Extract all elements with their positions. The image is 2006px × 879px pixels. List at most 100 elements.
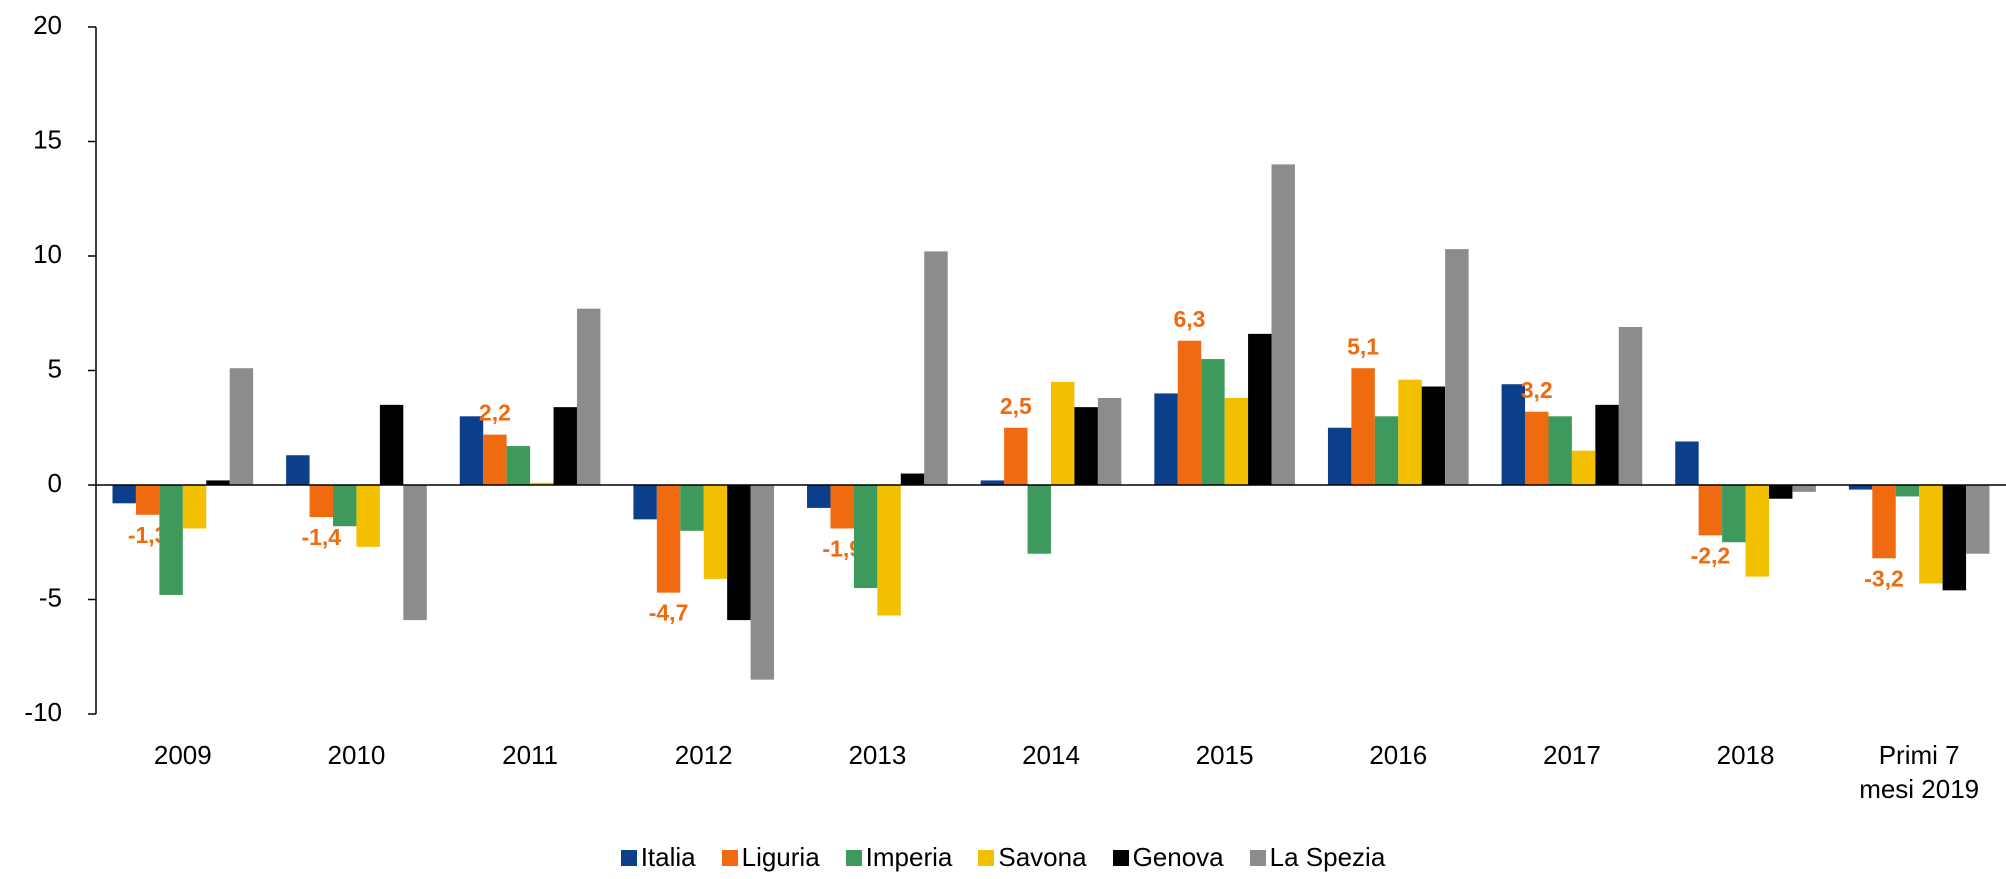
x-tick-label: 2016: [1369, 740, 1428, 770]
bar: [703, 485, 728, 579]
bar: [807, 485, 831, 508]
bar: [1595, 404, 1619, 485]
bar: [1675, 441, 1699, 485]
bar: [309, 485, 334, 518]
bar: [553, 407, 577, 485]
bar: [900, 473, 925, 485]
bar: [1271, 164, 1295, 485]
x-tick-label: 2015: [1195, 740, 1254, 770]
legend-item: Genova: [1112, 842, 1224, 873]
bar: [1792, 485, 1816, 492]
bar: [530, 482, 554, 485]
legend-item: Savona: [978, 842, 1087, 873]
bar: [1618, 326, 1643, 485]
value-label: -3,2: [1864, 565, 1904, 591]
x-tick-label: 2013: [848, 740, 907, 770]
bar: [1722, 485, 1746, 543]
bar: [1768, 485, 1793, 499]
bar: [1097, 397, 1122, 485]
bar: [1445, 249, 1469, 485]
bar: [506, 446, 531, 485]
bar: [229, 368, 254, 485]
bar: [1177, 340, 1202, 485]
bar: [750, 485, 775, 680]
legend-item: Liguria: [721, 842, 820, 873]
y-tick-label: 15: [33, 124, 62, 154]
bar: [1966, 485, 1990, 554]
value-label: 2,5: [1000, 393, 1032, 419]
bar: [1154, 393, 1178, 485]
bar: [1848, 485, 1873, 490]
legend-swatch: [721, 849, 738, 866]
x-tick-label: 2010: [327, 740, 386, 770]
bar: [1942, 485, 1967, 591]
bar: [830, 485, 854, 529]
bar: [1745, 485, 1769, 577]
bar: [727, 485, 751, 621]
bar: [459, 416, 484, 485]
bar: [1421, 386, 1446, 485]
legend-item: Italia: [620, 842, 696, 873]
bar: [576, 308, 601, 485]
bar: [1501, 384, 1526, 485]
bar: [680, 485, 704, 531]
bar: [656, 485, 681, 593]
y-tick-label: 0: [48, 468, 62, 498]
bar: [1027, 485, 1051, 554]
value-label: 5,1: [1347, 333, 1379, 359]
bar: [1051, 381, 1075, 485]
bar: [206, 480, 230, 485]
y-tick-label: -10: [24, 697, 62, 727]
bar: [1698, 485, 1723, 536]
bar: [1074, 407, 1098, 485]
value-label: 6,3: [1173, 306, 1205, 332]
bar: [924, 251, 948, 485]
x-tick-label: 2009: [153, 740, 212, 770]
legend-swatch: [1112, 849, 1129, 866]
bar: [877, 485, 901, 616]
bar: [356, 485, 380, 547]
legend-label: Savona: [998, 842, 1087, 872]
legend-label: Genova: [1132, 842, 1224, 872]
x-tick-label: 2017: [1542, 740, 1601, 770]
bar: [1351, 368, 1375, 485]
bar: [379, 404, 404, 485]
legend-label: Italia: [640, 842, 696, 872]
legend-label: La Spezia: [1269, 842, 1386, 872]
bar: [980, 480, 1005, 485]
bar: [1374, 416, 1399, 485]
bar: [333, 485, 357, 527]
bar: [135, 485, 160, 515]
value-label: -1,4: [301, 524, 341, 550]
bar: [159, 485, 183, 595]
y-tick-label: 10: [33, 239, 62, 269]
bar: [1525, 411, 1549, 485]
legend-swatch: [1249, 849, 1266, 866]
value-label: 3,2: [1521, 377, 1553, 403]
bar: [1248, 333, 1272, 485]
bar: [1004, 427, 1028, 485]
legend-item: Imperia: [845, 842, 953, 873]
value-label: 2,2: [479, 400, 511, 426]
value-label: -4,7: [649, 600, 689, 626]
bar: [483, 434, 507, 485]
bar: [286, 455, 310, 485]
legend-label: Liguria: [741, 842, 820, 872]
legend-label: Imperia: [865, 842, 953, 872]
bar: [633, 485, 657, 520]
bar: [1895, 485, 1920, 497]
bar: [1327, 427, 1352, 485]
bar: [1224, 397, 1249, 485]
legend-swatch: [845, 849, 862, 866]
x-tick-label: 2018: [1716, 740, 1775, 770]
x-tick-label: Primi 7 mesi 2019: [1859, 740, 1980, 804]
bar: [1571, 450, 1596, 485]
x-tick-label: 2012: [674, 740, 733, 770]
bar: [1919, 485, 1943, 584]
legend: Italia Liguria Imperia Savona Genova La Spezi…: [0, 842, 2006, 873]
legend-swatch: [978, 849, 995, 866]
y-tick-label: 20: [33, 10, 62, 40]
bar: [403, 485, 427, 621]
